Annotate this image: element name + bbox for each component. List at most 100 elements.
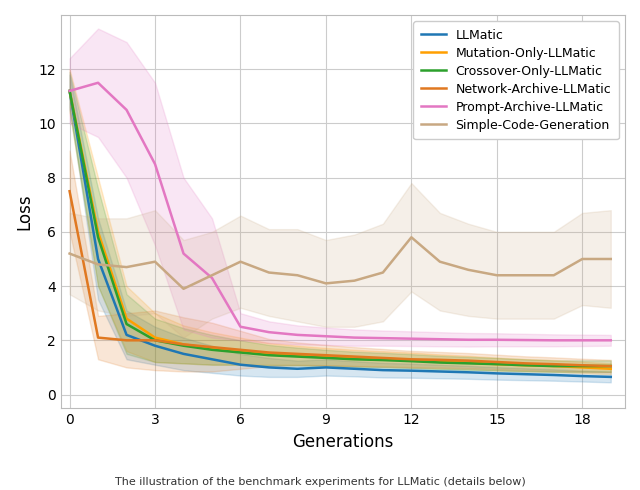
LLMatic xyxy=(579,373,586,379)
Crossover-Only-LLMatic xyxy=(237,349,244,355)
Line: Mutation-Only-LLMatic: Mutation-Only-LLMatic xyxy=(70,91,611,369)
Network-Archive-LLMatic xyxy=(522,361,529,367)
Prompt-Archive-LLMatic xyxy=(180,250,188,256)
Line: Crossover-Only-LLMatic: Crossover-Only-LLMatic xyxy=(70,91,611,366)
Text: The illustration of the benchmark experiments for LLMatic (details below): The illustration of the benchmark experi… xyxy=(115,477,525,487)
Mutation-Only-LLMatic xyxy=(493,361,500,367)
Line: LLMatic: LLMatic xyxy=(70,91,611,377)
Prompt-Archive-LLMatic xyxy=(265,329,273,335)
Line: Network-Archive-LLMatic: Network-Archive-LLMatic xyxy=(70,191,611,366)
Crossover-Only-LLMatic xyxy=(66,88,74,94)
Prompt-Archive-LLMatic xyxy=(208,275,216,281)
LLMatic xyxy=(265,365,273,370)
LLMatic xyxy=(351,366,358,372)
Simple-Code-Generation xyxy=(351,278,358,284)
Crossover-Only-LLMatic xyxy=(123,321,131,327)
Simple-Code-Generation xyxy=(465,267,472,273)
Network-Archive-LLMatic xyxy=(379,355,387,361)
Mutation-Only-LLMatic xyxy=(522,362,529,368)
X-axis label: Generations: Generations xyxy=(292,433,394,450)
Mutation-Only-LLMatic xyxy=(408,357,415,363)
LLMatic xyxy=(180,351,188,357)
Simple-Code-Generation xyxy=(493,272,500,278)
LLMatic xyxy=(123,332,131,338)
Mutation-Only-LLMatic xyxy=(123,316,131,321)
Network-Archive-LLMatic xyxy=(408,356,415,362)
Simple-Code-Generation xyxy=(265,270,273,275)
LLMatic xyxy=(94,256,102,262)
Mutation-Only-LLMatic xyxy=(180,342,188,347)
Prompt-Archive-LLMatic xyxy=(550,338,557,343)
Crossover-Only-LLMatic xyxy=(379,357,387,363)
Simple-Code-Generation xyxy=(151,259,159,265)
Prompt-Archive-LLMatic xyxy=(408,336,415,342)
Network-Archive-LLMatic xyxy=(607,363,614,369)
LLMatic xyxy=(607,374,614,380)
Network-Archive-LLMatic xyxy=(123,338,131,343)
Prompt-Archive-LLMatic xyxy=(322,333,330,339)
Network-Archive-LLMatic xyxy=(151,338,159,343)
Crossover-Only-LLMatic xyxy=(151,338,159,343)
LLMatic xyxy=(436,368,444,374)
Mutation-Only-LLMatic xyxy=(151,335,159,341)
Mutation-Only-LLMatic xyxy=(294,352,301,358)
LLMatic xyxy=(408,368,415,373)
Network-Archive-LLMatic xyxy=(436,357,444,363)
Simple-Code-Generation xyxy=(408,234,415,240)
Mutation-Only-LLMatic xyxy=(436,359,444,365)
Network-Archive-LLMatic xyxy=(579,362,586,368)
Network-Archive-LLMatic xyxy=(66,188,74,194)
Simple-Code-Generation xyxy=(94,262,102,268)
Prompt-Archive-LLMatic xyxy=(379,335,387,341)
Line: Prompt-Archive-LLMatic: Prompt-Archive-LLMatic xyxy=(70,83,611,341)
Crossover-Only-LLMatic xyxy=(208,347,216,353)
Simple-Code-Generation xyxy=(208,272,216,278)
Simple-Code-Generation xyxy=(294,272,301,278)
Line: Simple-Code-Generation: Simple-Code-Generation xyxy=(70,237,611,289)
Network-Archive-LLMatic xyxy=(550,361,557,367)
LLMatic xyxy=(151,343,159,349)
Y-axis label: Loss: Loss xyxy=(15,193,33,230)
Prompt-Archive-LLMatic xyxy=(465,337,472,343)
Crossover-Only-LLMatic xyxy=(607,363,614,369)
Crossover-Only-LLMatic xyxy=(322,355,330,361)
Crossover-Only-LLMatic xyxy=(351,356,358,362)
Mutation-Only-LLMatic xyxy=(607,366,614,372)
Prompt-Archive-LLMatic xyxy=(237,324,244,330)
Simple-Code-Generation xyxy=(123,264,131,270)
LLMatic xyxy=(379,367,387,373)
Prompt-Archive-LLMatic xyxy=(579,338,586,343)
Simple-Code-Generation xyxy=(180,286,188,292)
Prompt-Archive-LLMatic xyxy=(94,80,102,86)
Simple-Code-Generation xyxy=(66,250,74,256)
Simple-Code-Generation xyxy=(322,280,330,286)
Network-Archive-LLMatic xyxy=(237,347,244,353)
Mutation-Only-LLMatic xyxy=(208,345,216,351)
Mutation-Only-LLMatic xyxy=(465,360,472,366)
Crossover-Only-LLMatic xyxy=(579,363,586,369)
Mutation-Only-LLMatic xyxy=(550,363,557,369)
Network-Archive-LLMatic xyxy=(180,342,188,347)
LLMatic xyxy=(465,369,472,375)
LLMatic xyxy=(237,362,244,368)
LLMatic xyxy=(550,372,557,378)
Legend: LLMatic, Mutation-Only-LLMatic, Crossover-Only-LLMatic, Network-Archive-LLMatic,: LLMatic, Mutation-Only-LLMatic, Crossove… xyxy=(413,21,619,139)
Crossover-Only-LLMatic xyxy=(294,354,301,360)
LLMatic xyxy=(522,371,529,377)
Mutation-Only-LLMatic xyxy=(322,354,330,360)
Network-Archive-LLMatic xyxy=(294,351,301,357)
Mutation-Only-LLMatic xyxy=(94,229,102,235)
Crossover-Only-LLMatic xyxy=(408,358,415,364)
LLMatic xyxy=(294,366,301,372)
Network-Archive-LLMatic xyxy=(94,335,102,341)
Prompt-Archive-LLMatic xyxy=(436,336,444,342)
Simple-Code-Generation xyxy=(436,259,444,265)
Mutation-Only-LLMatic xyxy=(579,365,586,370)
Simple-Code-Generation xyxy=(522,272,529,278)
LLMatic xyxy=(322,365,330,370)
Prompt-Archive-LLMatic xyxy=(522,337,529,343)
Crossover-Only-LLMatic xyxy=(550,363,557,369)
Crossover-Only-LLMatic xyxy=(265,352,273,358)
Crossover-Only-LLMatic xyxy=(436,360,444,366)
Mutation-Only-LLMatic xyxy=(66,88,74,94)
